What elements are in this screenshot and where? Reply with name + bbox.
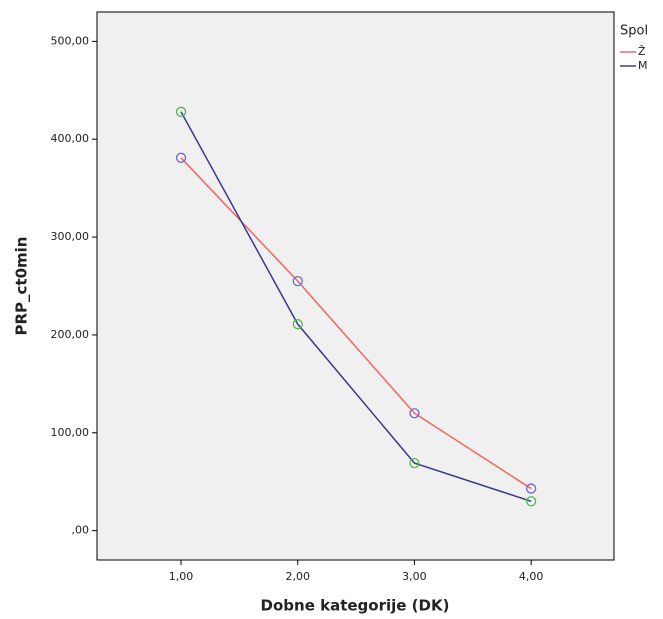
y-tick-label: 400,00 [51,132,90,145]
data-point [525,483,537,494]
data-point [409,408,420,419]
x-tick-label: 4,00 [519,570,544,583]
y-tick-label: ,00 [72,524,90,537]
series-line [180,111,532,502]
y-axis-title: PRP_ct0min [13,237,31,336]
x-axis-title: Dobne kategorije (DK) [261,597,450,615]
y-tick-label: 500,00 [51,34,90,47]
data-point [292,275,303,287]
legend-label: M [638,59,648,72]
legend-label: Ž [638,45,646,58]
data-point [409,457,420,469]
x-tick-label: 2,00 [285,570,310,583]
x-tick-label: 1,00 [169,570,194,583]
data-point [175,152,187,163]
y-tick-label: 100,00 [51,426,90,439]
data-point [292,319,303,330]
y-tick-label: 300,00 [51,230,90,243]
data-point [175,106,187,117]
y-tick-label: 200,00 [51,328,90,341]
plot-area [96,11,615,561]
x-tick-label: 3,00 [402,570,427,583]
data-point [525,496,537,507]
legend-title: Spol [620,24,648,39]
